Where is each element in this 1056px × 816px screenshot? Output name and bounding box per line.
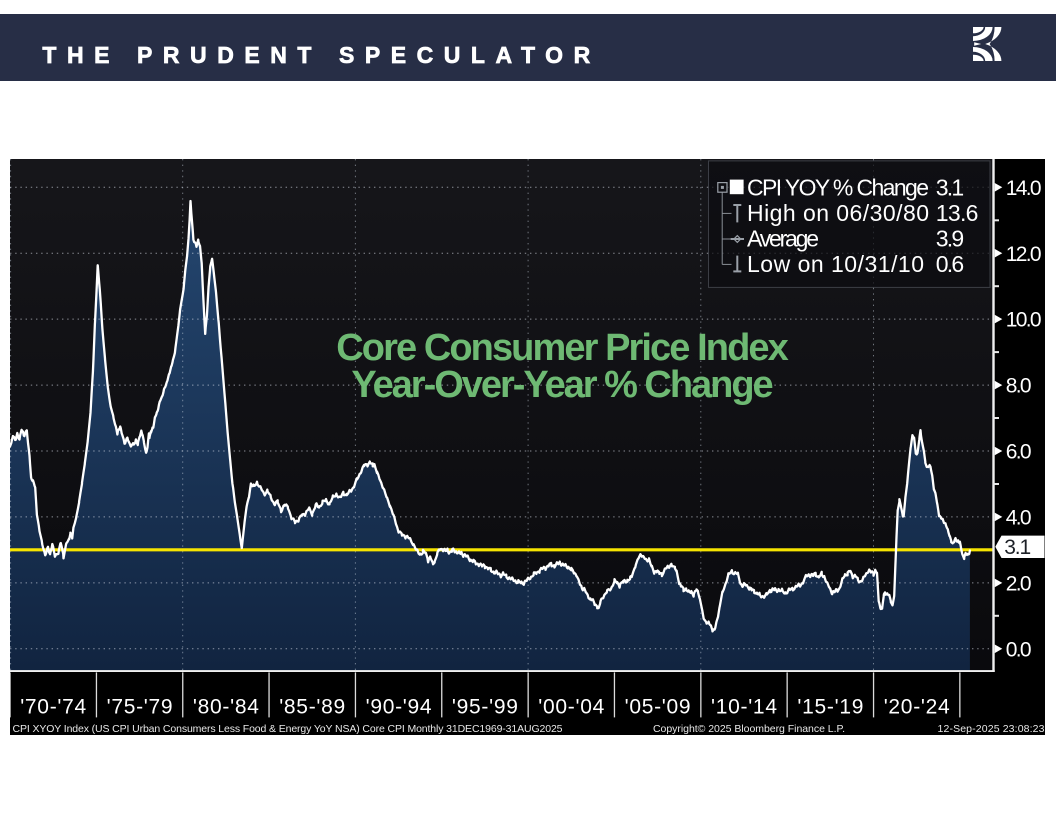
- svg-text:'00-'04: '00-'04: [538, 695, 604, 718]
- svg-text:Copyright© 2025 Bloomberg Fina: Copyright© 2025 Bloomberg Finance L.P.: [653, 722, 845, 734]
- svg-text:8.0: 8.0: [1006, 374, 1032, 397]
- svg-text:'15-'19: '15-'19: [797, 695, 863, 718]
- svg-text:3.1: 3.1: [936, 174, 964, 200]
- svg-text:'80-'84: '80-'84: [193, 695, 259, 718]
- svg-text:'20-'24: '20-'24: [884, 695, 950, 718]
- svg-text:'75-'79: '75-'79: [107, 695, 173, 718]
- svg-text:Low on 10/31/10: Low on 10/31/10: [747, 250, 924, 276]
- svg-text:2.0: 2.0: [1006, 572, 1032, 595]
- svg-text:CPI XYOY Index (US CPI Urban C: CPI XYOY Index (US CPI Urban Consumers L…: [13, 722, 563, 734]
- svg-text:'90-'94: '90-'94: [366, 695, 432, 718]
- svg-text:13.6: 13.6: [936, 199, 979, 225]
- svg-text:3.9: 3.9: [936, 225, 964, 251]
- svg-text:High on 06/30/80: High on 06/30/80: [747, 199, 929, 225]
- svg-text:Average: Average: [747, 225, 819, 251]
- svg-text:4.0: 4.0: [1006, 506, 1032, 529]
- svg-text:3.1: 3.1: [1004, 536, 1031, 559]
- svg-text:6.0: 6.0: [1006, 440, 1032, 463]
- svg-text:0.6: 0.6: [936, 250, 964, 276]
- svg-text:Core Consumer Price Index: Core Consumer Price Index: [336, 326, 789, 368]
- svg-text:12-Sep-2025 23:08:23: 12-Sep-2025 23:08:23: [938, 722, 1045, 734]
- svg-text:12.0: 12.0: [1006, 242, 1042, 265]
- svg-text:'05-'09: '05-'09: [625, 695, 691, 718]
- svg-text:CPI YOY % Change: CPI YOY % Change: [747, 174, 929, 200]
- svg-text:Year-Over-Year % Change: Year-Over-Year % Change: [351, 364, 773, 406]
- svg-text:'95-'99: '95-'99: [452, 695, 518, 718]
- svg-text:0.0: 0.0: [1006, 638, 1032, 661]
- svg-text:'85-'89: '85-'89: [279, 695, 345, 718]
- svg-text:10.0: 10.0: [1006, 308, 1042, 331]
- svg-text:14.0: 14.0: [1006, 176, 1042, 199]
- svg-text:'10-'14: '10-'14: [711, 695, 777, 718]
- svg-text:'70-'74: '70-'74: [20, 695, 86, 718]
